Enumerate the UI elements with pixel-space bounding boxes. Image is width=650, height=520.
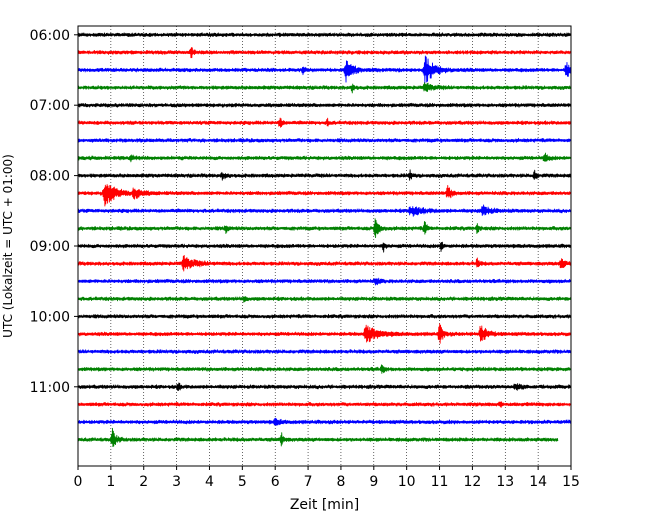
- y-axis-label: UTC (Lokalzeit = UTC + 01:00): [1, 154, 15, 338]
- x-tick-label: 0: [74, 474, 83, 490]
- y-tick-label: 06:00: [30, 28, 70, 44]
- trace-1130: [77, 417, 572, 426]
- y-tick-label: 07:00: [30, 98, 70, 114]
- x-tick-label: 7: [304, 474, 313, 490]
- trace-0945: [77, 296, 572, 303]
- trace-0930: [77, 277, 572, 286]
- trace-1100: [77, 382, 572, 392]
- trace-0730: [77, 137, 572, 143]
- trace-1045: [77, 364, 572, 374]
- y-tick-label: 11:00: [30, 380, 70, 396]
- trace-1015: [77, 323, 572, 344]
- y-tick-label: 09:00: [30, 239, 70, 255]
- x-tick-label: 12: [463, 474, 481, 490]
- trace-0800: [77, 169, 572, 181]
- x-tick-label: 14: [529, 474, 547, 490]
- x-tick-label: 8: [336, 474, 345, 490]
- trace-0830: [77, 204, 572, 217]
- trace-1000: [77, 313, 572, 319]
- trace-0600: [77, 32, 572, 38]
- trace-group: [77, 32, 572, 448]
- trace-0615: [77, 47, 572, 59]
- trace-0630: [77, 55, 572, 84]
- y-tick-label: 08:00: [30, 169, 70, 185]
- x-tick-label: 6: [271, 474, 280, 490]
- y-tick-label: 10:00: [30, 309, 70, 325]
- trace-0900: [77, 241, 572, 253]
- x-tick-label: 11: [431, 474, 449, 490]
- x-tick-label: 5: [238, 474, 247, 490]
- x-tick-label: 9: [369, 474, 378, 490]
- y-axis: 06:00 07:00 08:00 09:00 10:00 11:00: [30, 28, 78, 396]
- x-tick-label: 4: [205, 474, 214, 490]
- x-tick-label: 10: [398, 474, 416, 490]
- trace-1115: [77, 401, 572, 408]
- x-tick-label: 2: [139, 474, 148, 490]
- trace-0715: [77, 117, 572, 128]
- trace-0845: [77, 218, 572, 239]
- x-axis: 0 1 2 3 4 5 6 7 8 9 10 11 12 13 14 15: [74, 466, 580, 490]
- x-tick-label: 15: [562, 474, 580, 490]
- trace-0745: [77, 152, 572, 163]
- trace-0700: [77, 102, 572, 108]
- x-tick-label: 13: [496, 474, 514, 490]
- trace-0645: [77, 82, 572, 94]
- trace-0815: [77, 184, 572, 207]
- x-tick-label: 3: [172, 474, 181, 490]
- x-tick-label: 1: [106, 474, 115, 490]
- trace-1145: [77, 427, 559, 448]
- x-axis-label: Zeit [min]: [290, 497, 359, 513]
- trace-1030: [77, 349, 572, 355]
- trace-0915: [77, 255, 572, 272]
